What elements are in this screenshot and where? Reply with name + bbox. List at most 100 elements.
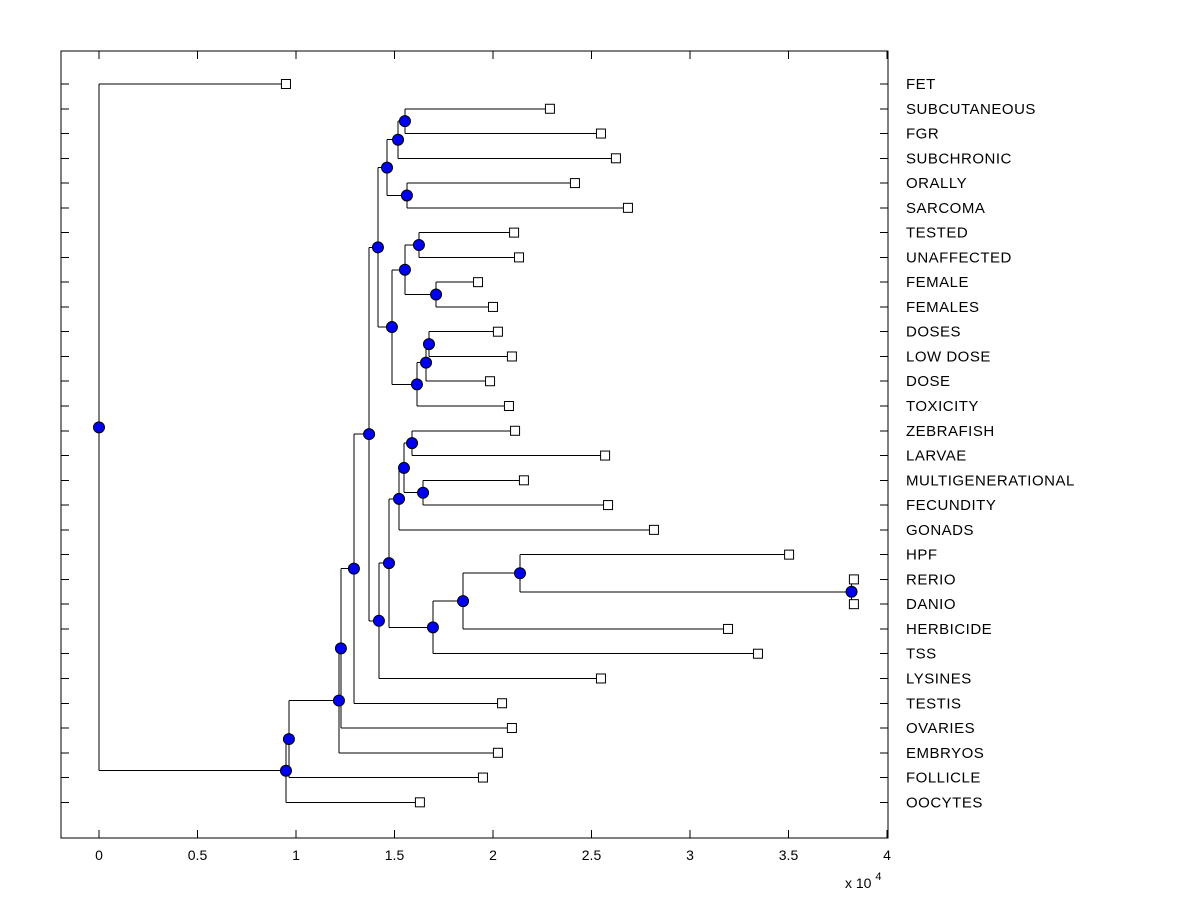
leaf-node-marker-unaffected — [514, 252, 525, 263]
leaf-label-testis: TESTIS — [906, 695, 962, 712]
leaf-label-orally: ORALLY — [906, 175, 967, 192]
x-tick-label-8: 4 — [883, 847, 891, 863]
leaf-label-female: FEMALE — [906, 274, 969, 291]
branch-node-marker — [347, 562, 360, 575]
leaf-node-marker-fgr — [595, 128, 606, 139]
leaf-label-subchronic: SUBCHRONIC — [906, 150, 1012, 167]
leaf-node-marker-hpf — [784, 549, 795, 560]
leaf-node-marker-zebrafish — [510, 425, 521, 436]
leaf-label-females: FEMALES — [906, 299, 980, 316]
leaf-label-danio: DANIO — [906, 596, 956, 613]
branch-node-marker — [393, 492, 406, 505]
leaf-label-multigenerational: MULTIGENERATIONAL — [906, 472, 1075, 489]
branch-node-marker — [430, 288, 443, 301]
branch-node-marker — [845, 585, 858, 598]
leaf-node-marker-low-dose — [506, 351, 517, 362]
leaf-label-fgr: FGR — [906, 126, 939, 143]
leaf-node-marker-herbicide — [723, 623, 734, 634]
branch-node-marker — [457, 595, 470, 608]
leaf-node-marker-fet — [280, 79, 291, 89]
node-markers — [93, 79, 859, 808]
leaf-label-sarcoma: SARCOMA — [906, 200, 985, 217]
leaf-label-low-dose: LOW DOSE — [906, 348, 991, 365]
leaf-node-marker-tested — [509, 227, 520, 238]
leaf-node-marker-rerio — [848, 574, 859, 585]
branch-node-marker — [398, 263, 411, 276]
leaf-label-lysines: LYSINES — [906, 670, 972, 687]
x-tick-label-4: 2 — [489, 847, 497, 863]
branch-node-marker — [422, 338, 435, 351]
leaf-label-unaffected: UNAFFECTED — [906, 249, 1012, 266]
leaf-label-fecundity: FECUNDITY — [906, 497, 996, 514]
leaf-node-marker-subcutaneous — [544, 103, 555, 114]
branch-node-marker — [282, 733, 295, 746]
x-tick-label-6: 3 — [686, 847, 694, 863]
branch-node-marker — [426, 621, 439, 634]
leaf-label-zebrafish: ZEBRAFISH — [906, 423, 995, 440]
branch-node-marker — [513, 567, 526, 580]
branch-node-marker — [410, 378, 423, 391]
leaf-node-marker-orally — [569, 178, 580, 189]
leaf-label-larvae: LARVAE — [906, 448, 967, 465]
leaf-node-marker-subchronic — [610, 153, 621, 164]
branch-node-marker — [420, 356, 433, 369]
leaf-label-fet: FET — [906, 76, 936, 93]
leaf-label-doses: DOSES — [906, 324, 961, 341]
x-tick-label-0: 0 — [95, 847, 103, 863]
leaf-node-marker-follicle — [477, 772, 488, 783]
leaf-node-marker-lysines — [595, 673, 606, 684]
leaf-node-marker-tss — [752, 648, 763, 659]
branch-node-marker — [385, 321, 398, 334]
dendrogram-edges — [98, 83, 854, 803]
leaf-node-marker-gonads — [648, 524, 659, 535]
leaf-label-follicle: FOLLICLE — [906, 770, 981, 787]
leaf-label-gonads: GONADS — [906, 522, 974, 539]
x-tick-label-5: 2.5 — [582, 847, 602, 863]
leaf-node-marker-testis — [497, 698, 508, 709]
branch-node-marker — [371, 241, 384, 254]
x-tick-label-3: 1.5 — [385, 847, 405, 863]
leaf-label-dose: DOSE — [906, 373, 951, 390]
leaf-label-ovaries: OVARIES — [906, 720, 975, 737]
leaf-label-rerio: RERIO — [906, 571, 956, 588]
branch-node-marker — [406, 437, 419, 450]
leaf-node-marker-females — [488, 301, 498, 312]
text-labels: 0 0.5 1 1.5 2 2.5 3 3.5 4x 10 4 FET SUBCUTANEOUS FG… — [95, 76, 1075, 891]
branch-node-marker — [398, 115, 411, 128]
branch-node-marker — [332, 694, 345, 707]
leaf-node-marker-larvae — [600, 450, 611, 461]
branch-node-marker — [381, 161, 394, 174]
leaf-node-marker-female — [473, 277, 484, 288]
branch-node-marker — [392, 133, 405, 146]
leaf-node-marker-ovaries — [506, 723, 517, 734]
leaf-node-marker-dose — [485, 376, 496, 387]
branch-node-marker — [372, 614, 385, 627]
branch-node-marker — [334, 642, 347, 655]
leaf-node-marker-oocytes — [414, 797, 425, 808]
leaf-label-subcutaneous: SUBCUTANEOUS — [906, 101, 1036, 118]
leaf-node-marker-doses — [492, 326, 503, 337]
leaf-node-marker-danio — [848, 599, 859, 610]
leaf-label-embryos: EMBRYOS — [906, 745, 984, 762]
x-tick-label-1: 0.5 — [188, 847, 208, 863]
x-axis-exponent-label: x 10 4 — [845, 871, 881, 891]
leaf-node-marker-toxicity — [503, 401, 514, 412]
plot-box — [60, 50, 889, 839]
leaf-label-herbicide: HERBICIDE — [906, 621, 992, 638]
branch-node-marker — [93, 421, 105, 434]
leaf-node-marker-fecundity — [603, 500, 614, 511]
leaf-label-hpf: HPF — [906, 547, 938, 564]
branch-node-marker — [417, 486, 430, 499]
leaf-node-marker-sarcoma — [622, 202, 633, 213]
branch-node-marker — [363, 428, 376, 441]
leaf-label-oocytes: OOCYTES — [906, 794, 983, 811]
branch-node-marker — [279, 764, 292, 777]
branch-node-marker — [400, 189, 413, 202]
leaf-label-toxicity: TOXICITY — [906, 398, 979, 415]
leaf-node-marker-embryos — [492, 747, 503, 758]
branch-node-marker — [412, 239, 425, 252]
leaf-label-tested: TESTED — [906, 225, 968, 242]
branch-node-marker — [397, 461, 410, 474]
